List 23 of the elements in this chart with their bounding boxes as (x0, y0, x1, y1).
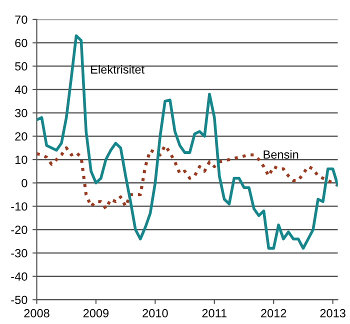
y-tick-label: -50 (11, 296, 28, 304)
x-tick-label: 2011 (202, 309, 227, 318)
line-series (36, 144, 338, 210)
y-tick-label: -40 (11, 272, 28, 281)
y-tick-label: 10 (15, 156, 28, 164)
y-tick-label: 40 (14, 86, 28, 94)
y-tick-label: -10 (11, 202, 28, 211)
x-tick-label: 2008 (24, 309, 50, 318)
line-series (36, 34, 338, 250)
x-tick-label: 2009 (83, 309, 109, 318)
x-tick-label: 2013 (320, 309, 346, 318)
y-tick-label: -20 (11, 226, 28, 234)
x-tick-label: 2010 (142, 309, 168, 318)
y-tick-label: 70 (15, 15, 28, 24)
y-tick-label: 20 (15, 132, 28, 141)
x-tick-label: 2012 (261, 309, 286, 318)
y-tick-label: 0 (22, 178, 28, 188)
y-tick-label: -30 (11, 249, 28, 258)
series-label: Elektrisitet (91, 65, 144, 74)
series-label: Bensin (264, 150, 298, 159)
y-tick-label: 50 (15, 62, 28, 71)
y-tick-label: 60 (15, 38, 28, 48)
y-tick-label: 30 (15, 108, 28, 118)
